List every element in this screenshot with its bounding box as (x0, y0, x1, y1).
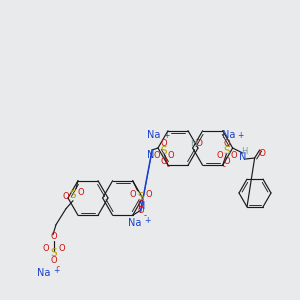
Text: O: O (137, 206, 144, 215)
Text: O: O (154, 151, 160, 160)
Text: +: + (145, 216, 151, 225)
Text: -: - (143, 211, 146, 220)
Text: -: - (222, 162, 225, 171)
Text: O: O (196, 139, 203, 148)
Text: N: N (138, 201, 145, 211)
Text: O: O (258, 148, 265, 158)
Text: H: H (242, 146, 248, 155)
Text: N: N (147, 150, 155, 160)
Text: S: S (70, 190, 76, 200)
Text: O: O (78, 188, 84, 197)
Text: O: O (223, 139, 230, 148)
Text: O: O (161, 139, 167, 148)
Text: S: S (51, 248, 57, 258)
Text: H: H (190, 139, 197, 148)
Text: O: O (129, 190, 136, 199)
Text: -: - (167, 162, 170, 171)
Text: -: - (56, 262, 59, 271)
Text: +: + (238, 131, 244, 140)
Text: O: O (230, 151, 237, 160)
Text: O: O (216, 151, 223, 160)
Text: N: N (239, 152, 246, 162)
Text: O: O (51, 256, 57, 265)
Text: Na: Na (37, 268, 51, 278)
Text: Na: Na (222, 130, 235, 140)
Text: O: O (63, 192, 69, 201)
Text: O: O (51, 232, 57, 241)
Text: Na: Na (147, 130, 161, 140)
Text: O: O (59, 244, 65, 253)
Text: O: O (145, 190, 152, 199)
Text: S: S (137, 192, 144, 202)
Text: O: O (223, 157, 230, 166)
Text: +: + (163, 131, 169, 140)
Text: +: + (53, 266, 59, 275)
Text: O: O (161, 157, 167, 166)
Text: Na: Na (128, 218, 141, 228)
Text: O: O (43, 244, 49, 253)
Text: O: O (137, 200, 144, 209)
Text: O: O (168, 151, 174, 160)
Text: S: S (161, 146, 167, 156)
Text: S: S (223, 146, 230, 156)
